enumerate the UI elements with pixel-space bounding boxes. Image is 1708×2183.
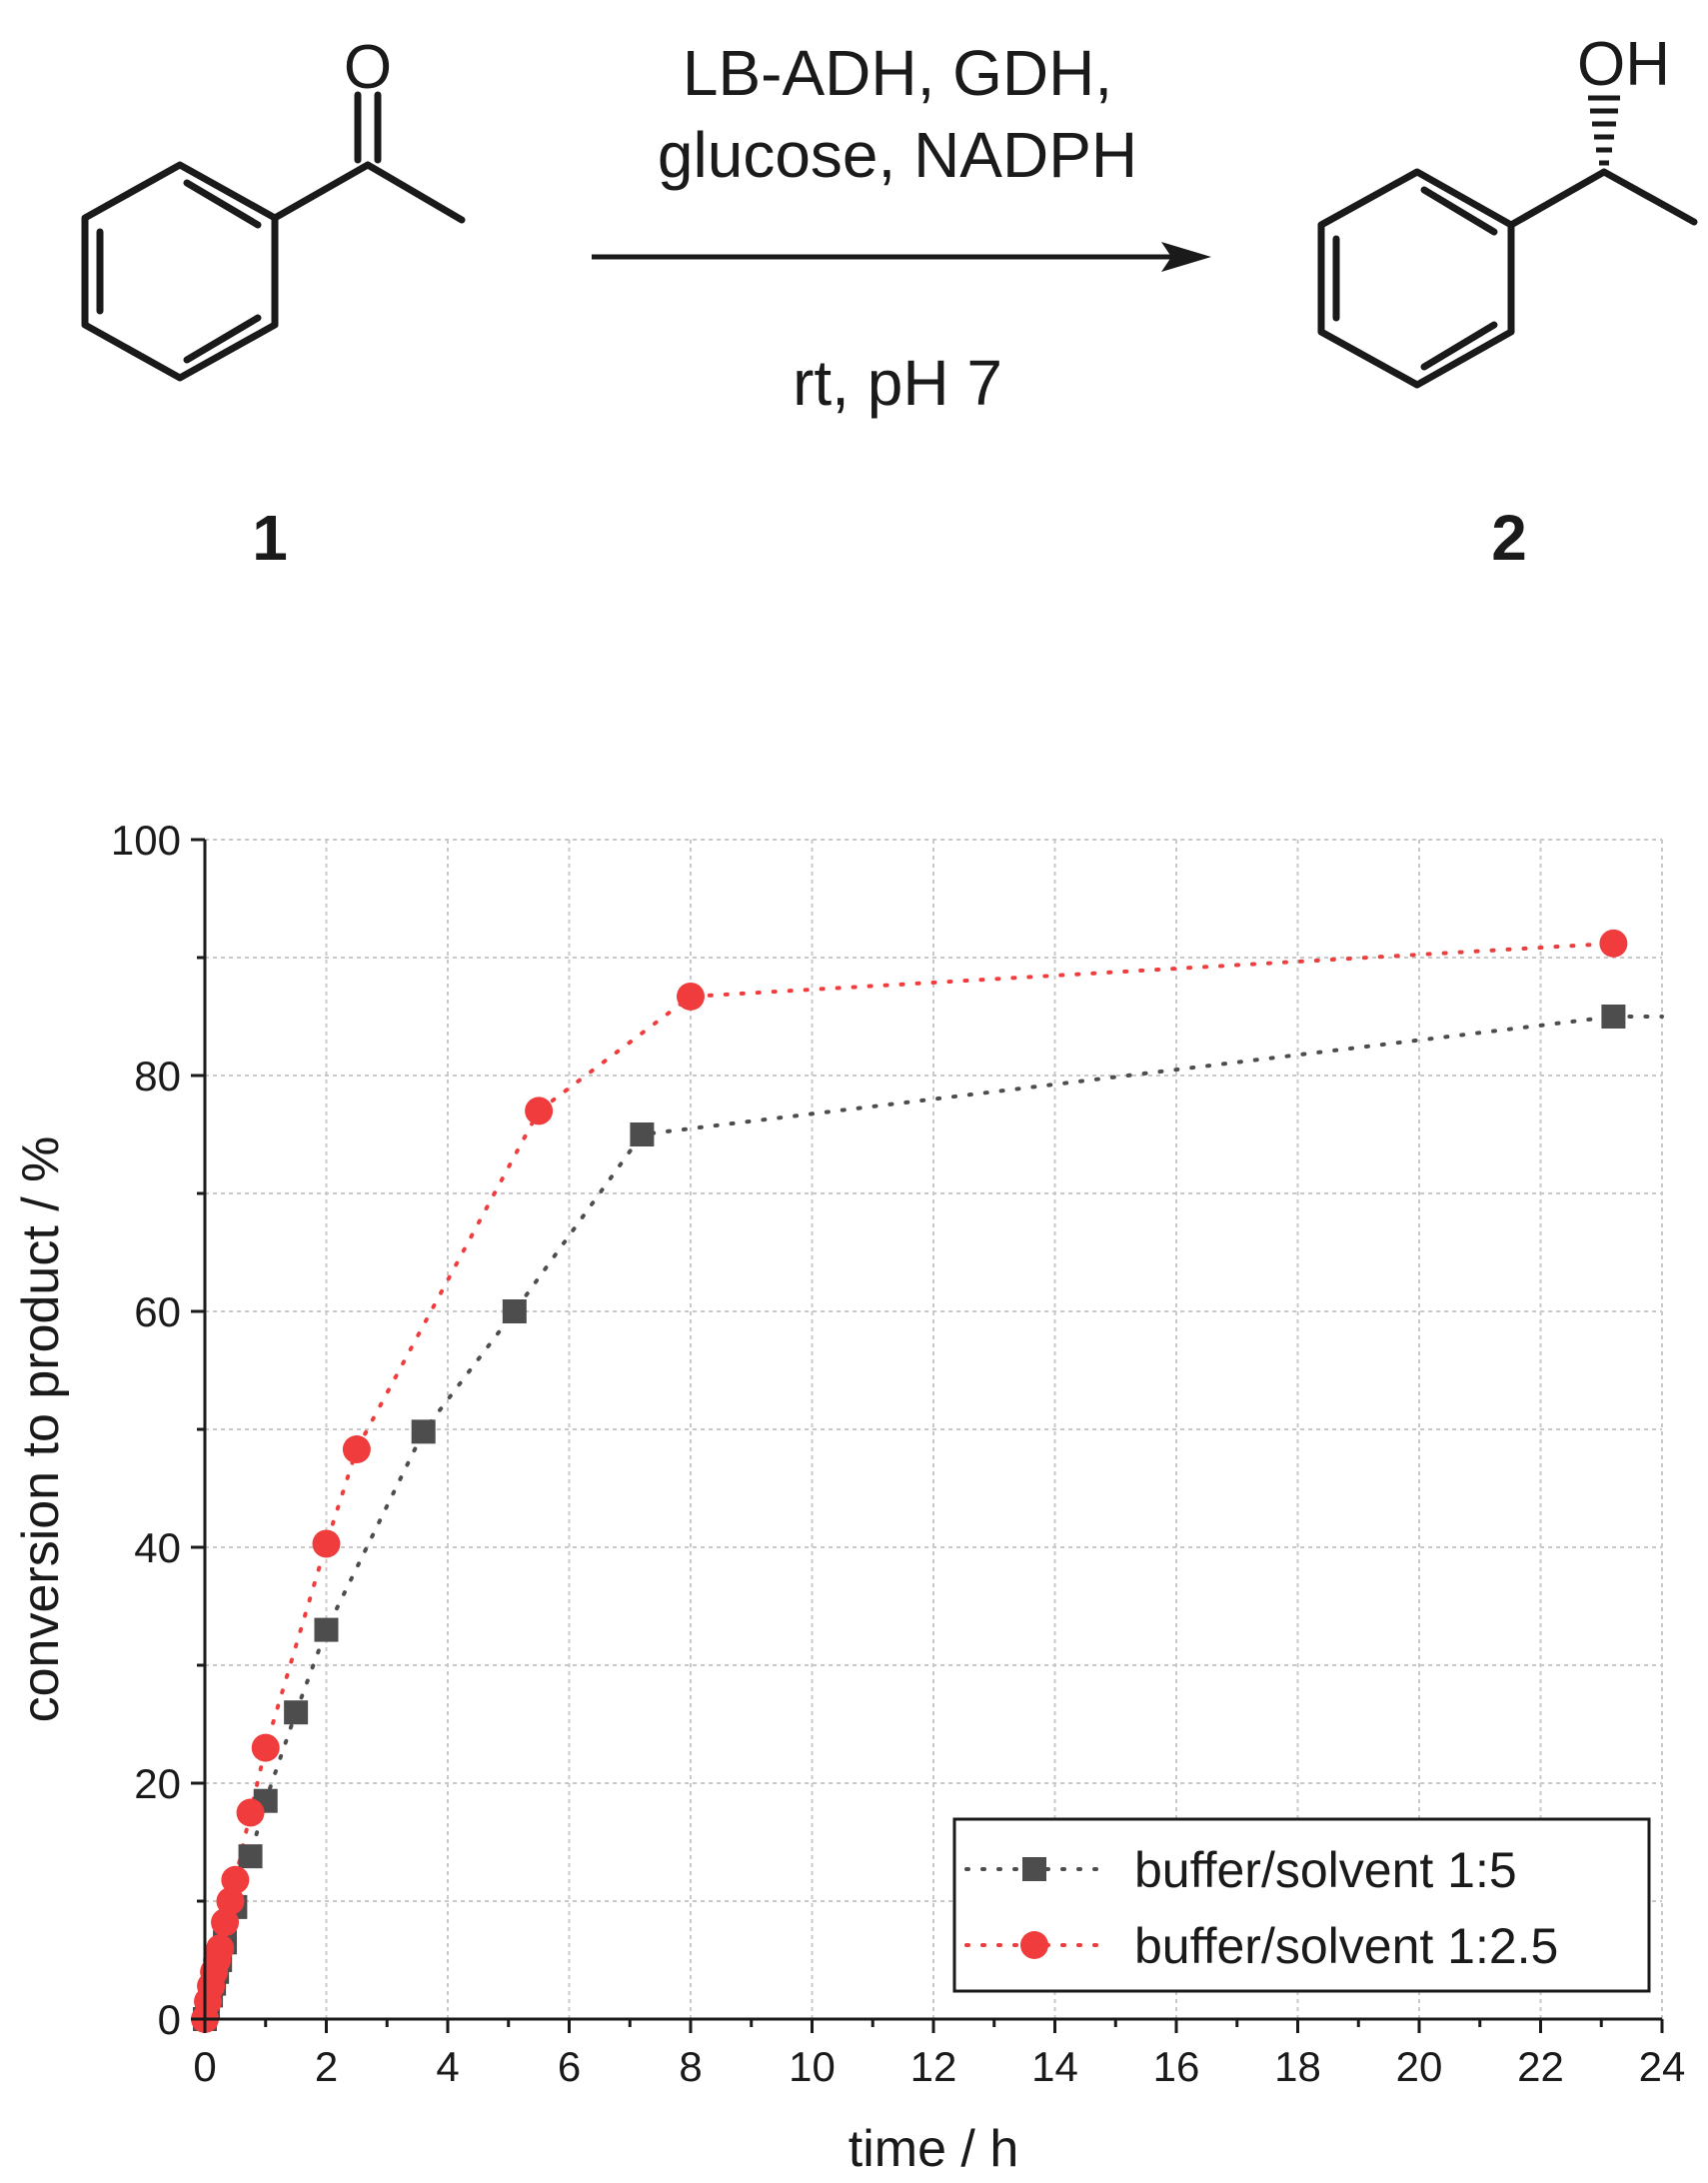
x-tick-label: 2 xyxy=(315,2043,338,2090)
x-tick-label: 16 xyxy=(1153,2043,1200,2090)
reaction-conditions: rt, pH 7 xyxy=(793,347,1002,419)
x-axis-label: time / h xyxy=(849,2120,1019,2178)
series-1-point xyxy=(238,1844,263,1869)
x-tick-label: 18 xyxy=(1274,2043,1321,2090)
compound-1-structure xyxy=(81,91,466,382)
legend-box xyxy=(952,1817,1651,1993)
compound-2-number: 2 xyxy=(1491,502,1527,574)
series-2-point xyxy=(211,1908,240,1937)
x-tick-label: 22 xyxy=(1517,2043,1564,2090)
y-tick-label: 100 xyxy=(111,817,181,864)
series-1-point xyxy=(630,1122,655,1146)
legend-marker-1 xyxy=(1022,1857,1046,1881)
compound-1-inner-bond xyxy=(183,314,262,364)
x-tick-label: 20 xyxy=(1396,2043,1443,2090)
x-tick-label: 8 xyxy=(679,2043,702,2090)
series-1-point xyxy=(1601,1005,1626,1029)
legend-marker-2 xyxy=(1020,1931,1048,1959)
y-tick-label: 80 xyxy=(134,1053,181,1099)
y-tick-label: 40 xyxy=(134,1524,181,1571)
compound-2-structure xyxy=(1317,168,1698,389)
series-1-point xyxy=(314,1617,339,1642)
compound-2-hashed-wedge xyxy=(1588,95,1620,166)
chart-grid xyxy=(205,839,1663,2019)
compound-1-benzene-ring xyxy=(81,161,279,382)
chart-legend: buffer/solvent 1:5 buffer/solvent 1:2.5 xyxy=(952,1817,1651,1993)
compound-1-methyl-bond xyxy=(364,161,466,224)
legend-label-1: buffer/solvent 1:5 xyxy=(1134,1842,1517,1898)
legend-label-2: buffer/solvent 1:2.5 xyxy=(1134,1918,1558,1974)
x-tick-label: 4 xyxy=(436,2043,459,2090)
y-tick-label: 0 xyxy=(158,1996,181,2043)
x-tick-label: 14 xyxy=(1031,2043,1078,2090)
series-1-point xyxy=(502,1299,527,1323)
series-1-point xyxy=(284,1700,309,1725)
series-2-point xyxy=(206,1934,235,1963)
series-2-point xyxy=(251,1733,280,1762)
series-2-point xyxy=(312,1529,341,1558)
compound-2-benzene-ring xyxy=(1317,168,1515,389)
reaction-arrow-head xyxy=(1161,242,1211,272)
compound-2-methyl-bond xyxy=(1600,168,1698,226)
x-tick-label: 12 xyxy=(910,2043,957,2090)
compound-2-inner-bond xyxy=(1420,321,1498,371)
series-2-point xyxy=(216,1887,245,1915)
series-2-point xyxy=(342,1435,371,1464)
x-tick-label: 24 xyxy=(1639,2043,1686,2090)
compound-1-ring-substituent-bond xyxy=(271,161,372,222)
series-2-point xyxy=(525,1096,554,1125)
x-tick-label: 6 xyxy=(558,2043,581,2090)
compound-1-number: 1 xyxy=(252,502,288,574)
y-tick-label: 60 xyxy=(134,1288,181,1335)
series-2-point xyxy=(1599,929,1628,958)
x-tick-label: 10 xyxy=(789,2043,836,2090)
series-2-point xyxy=(236,1798,265,1827)
compound-2-ring-substituent-bond xyxy=(1507,168,1608,229)
reagents-line-2: glucose, NADPH xyxy=(658,119,1137,191)
series-2-point xyxy=(221,1865,250,1894)
y-axis-label: conversion to product / % xyxy=(12,1136,70,1723)
reaction-scheme: O 1 LB-ADH, GDH, glucose, NADPH rt, pH 7… xyxy=(81,30,1698,574)
reagents-line-1: LB-ADH, GDH, xyxy=(683,37,1112,109)
compound-1-carbonyl-oxygen: O xyxy=(344,33,392,102)
compound-1-inner-bond xyxy=(183,179,262,229)
x-tick-label: 0 xyxy=(193,2043,216,2090)
compound-2-inner-bond xyxy=(1420,186,1498,236)
series-1-point xyxy=(411,1419,436,1444)
y-tick-label: 20 xyxy=(134,1760,181,1807)
series-2-point xyxy=(677,982,705,1011)
compound-2-hydroxyl: OH xyxy=(1577,30,1670,99)
